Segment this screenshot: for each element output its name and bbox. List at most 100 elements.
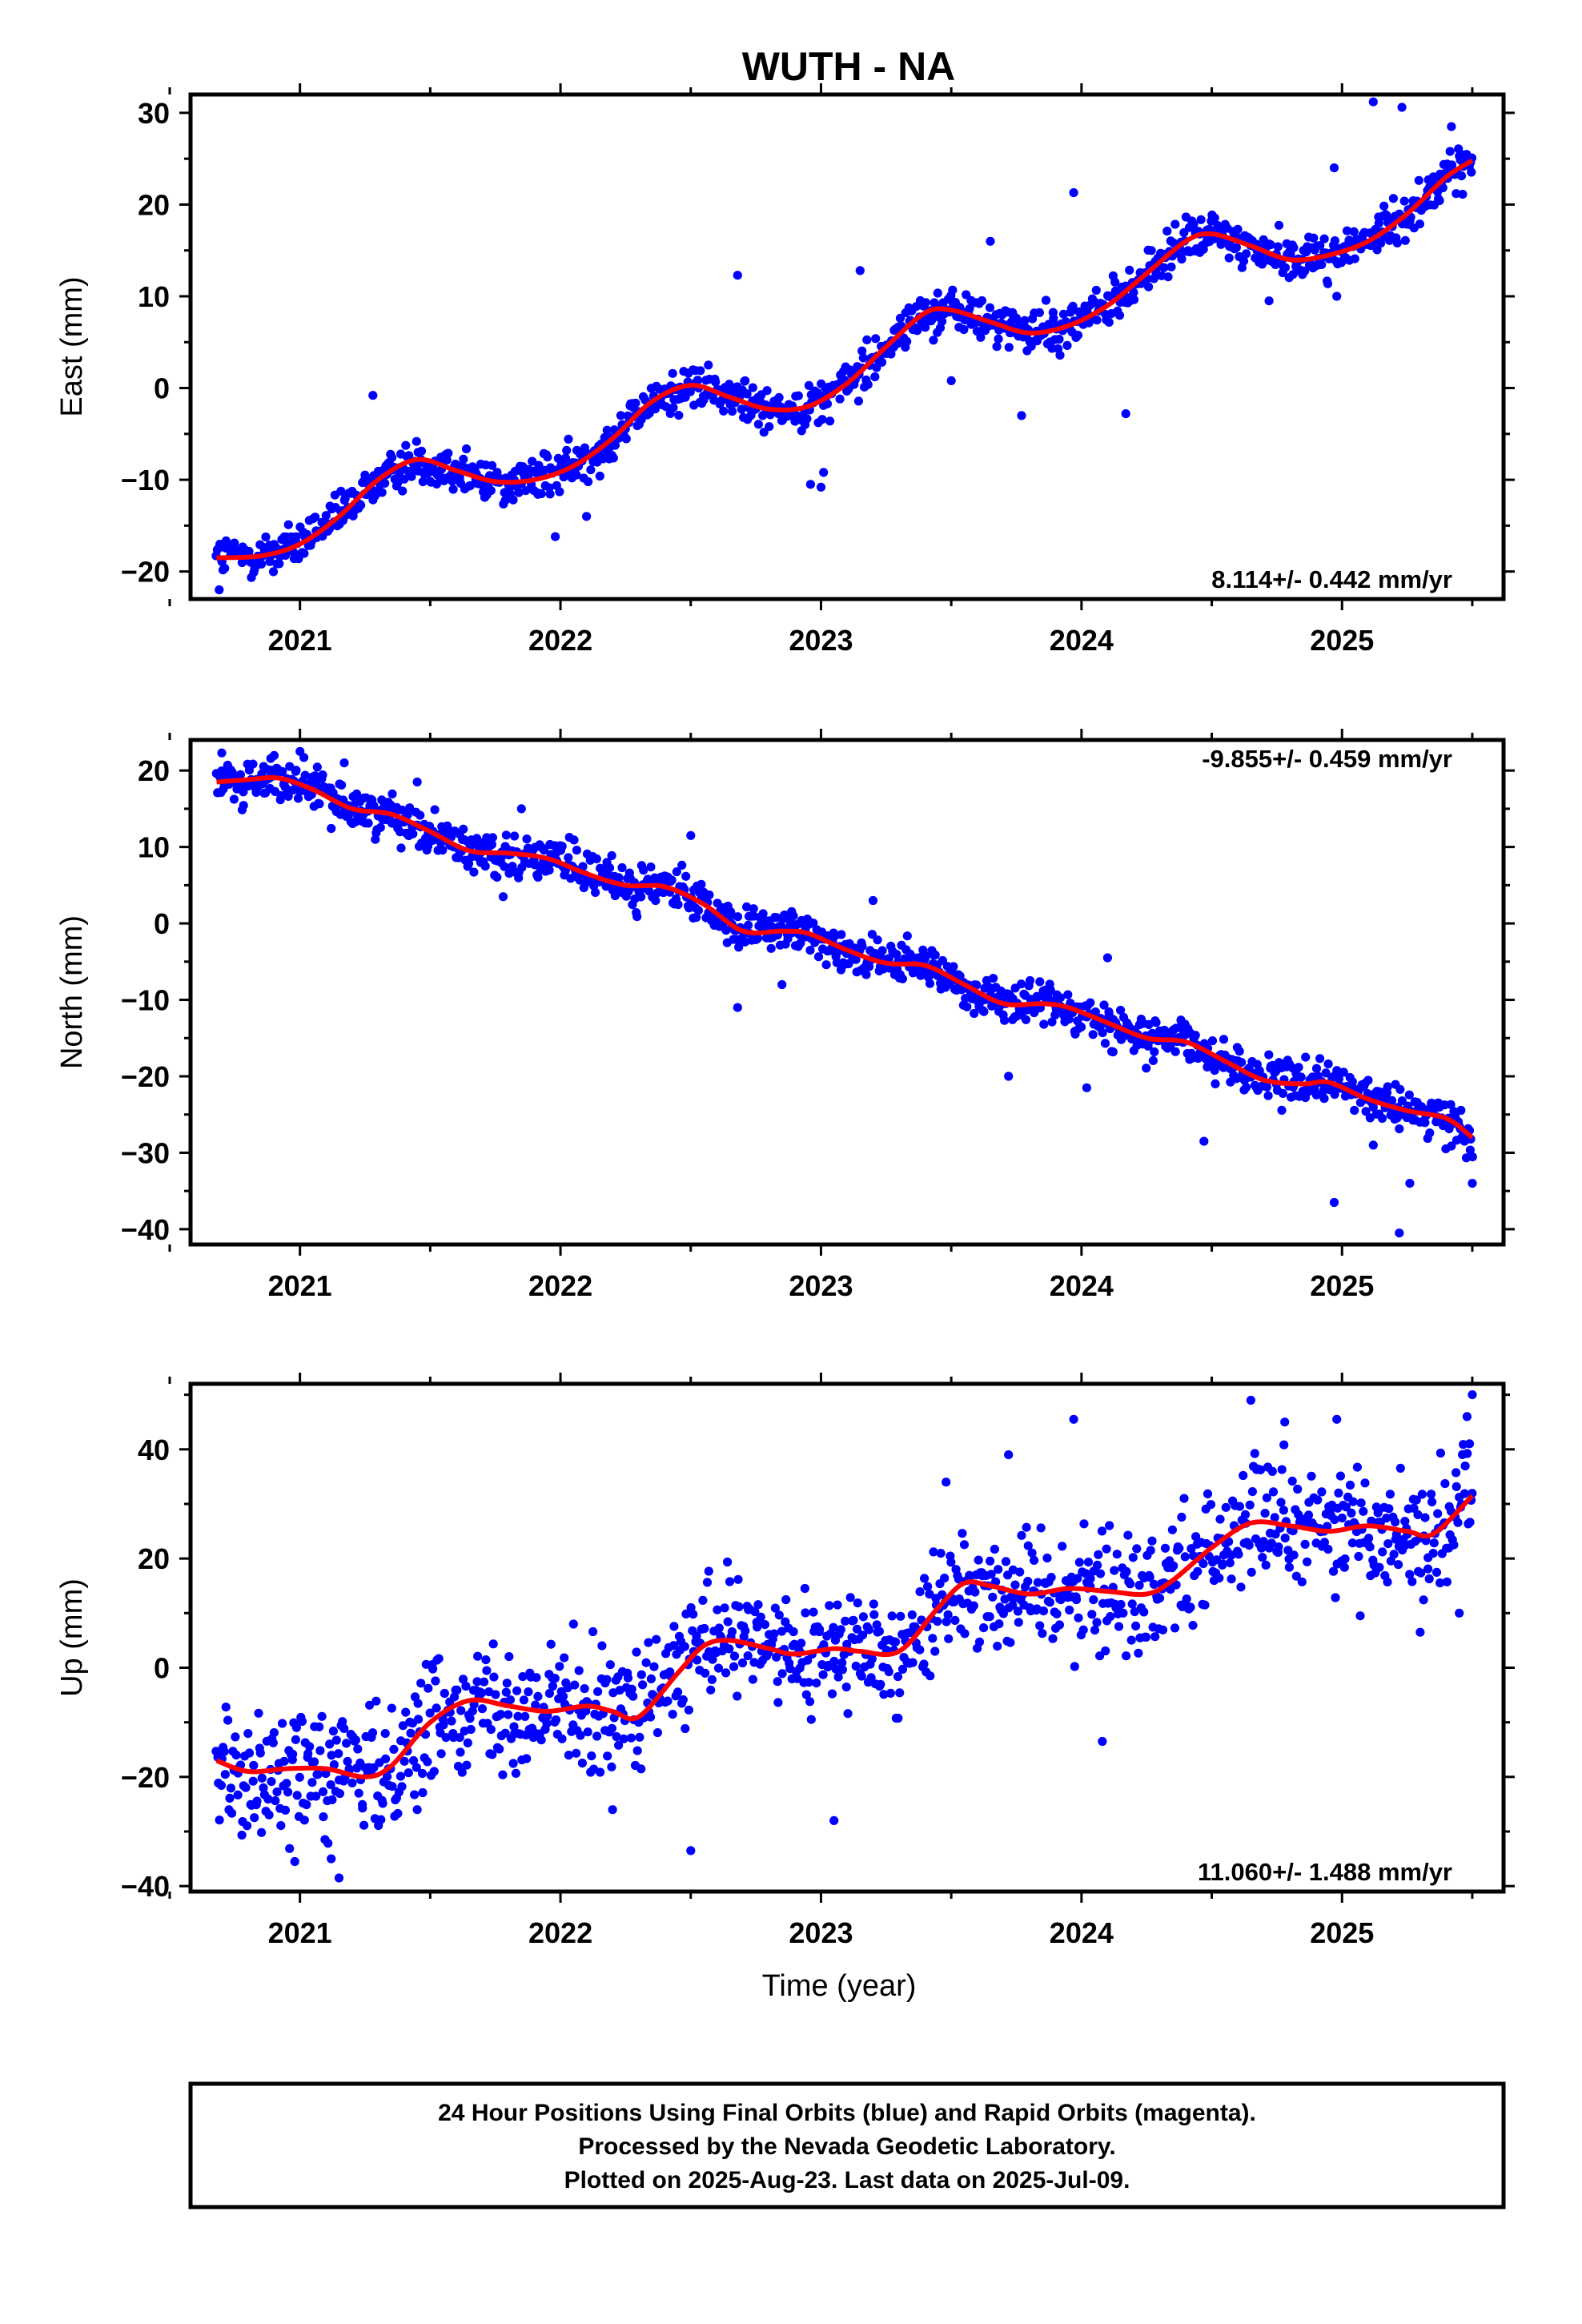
up-data-point: [644, 1638, 653, 1647]
up-data-point: [248, 1776, 258, 1786]
up-data-point: [1429, 1538, 1439, 1548]
up-data-point: [1131, 1621, 1141, 1630]
north-velocity-label: -9.855+/- 0.459 mm/yr: [1202, 745, 1452, 773]
up-data-point: [1413, 1510, 1423, 1519]
up-data-point: [1180, 1552, 1190, 1562]
north-data-point: [592, 854, 601, 863]
east-data-point: [1382, 211, 1391, 220]
east-y-tick-label: 0: [154, 372, 170, 405]
up-data-point: [587, 1751, 596, 1761]
east-x-tick-label: 2024: [1050, 624, 1114, 657]
up-data-point: [988, 1592, 998, 1602]
up-data-point: [501, 1687, 511, 1697]
up-data-point: [1274, 1542, 1283, 1552]
east-data-point: [921, 298, 930, 308]
east-data-point: [412, 436, 421, 446]
east-data-point: [902, 336, 912, 346]
up-data-point: [720, 1603, 729, 1613]
up-data-point: [313, 1769, 323, 1779]
up-outlier-point: [1098, 1736, 1107, 1747]
up-fit-curve: [215, 1494, 1475, 1779]
east-data-point: [398, 486, 408, 496]
north-data-point: [857, 941, 867, 951]
up-data-point: [1086, 1574, 1095, 1583]
north-outlier-point: [686, 830, 696, 840]
up-data-point: [398, 1721, 408, 1731]
up-data-point: [570, 1680, 580, 1690]
up-data-point: [1083, 1558, 1094, 1567]
up-data-point: [544, 1688, 555, 1699]
up-data-point: [1095, 1569, 1106, 1578]
up-data-point: [769, 1629, 779, 1638]
up-data-point: [532, 1673, 541, 1683]
up-data-point: [721, 1668, 731, 1678]
up-data-point: [1463, 1449, 1472, 1458]
up-data-point: [271, 1796, 280, 1806]
up-data-point: [626, 1733, 636, 1743]
east-outlier-point: [1069, 188, 1078, 198]
up-data-point: [930, 1647, 940, 1656]
up-data-point: [509, 1722, 519, 1731]
up-data-point: [581, 1707, 591, 1716]
north-data-point: [1263, 1091, 1273, 1100]
up-data-point: [701, 1668, 710, 1678]
east-data-point: [1273, 242, 1283, 251]
north-data-point: [363, 818, 373, 828]
east-data-point: [1452, 189, 1461, 199]
up-data-point: [555, 1662, 564, 1671]
north-data-point: [318, 770, 327, 780]
up-data-point: [857, 1671, 866, 1681]
up-data-point: [1271, 1530, 1280, 1539]
east-data-point: [817, 415, 827, 424]
north-data-point: [1191, 1031, 1200, 1040]
east-data-point: [608, 453, 618, 463]
north-data-point: [789, 911, 798, 921]
east-data-point: [1129, 295, 1139, 304]
north-data-point: [1150, 1047, 1159, 1056]
north-data-point: [480, 862, 490, 871]
up-data-point: [380, 1729, 390, 1739]
up-data-point: [704, 1566, 713, 1576]
up-data-point: [473, 1651, 483, 1661]
up-data-point: [564, 1751, 574, 1760]
east-data-point: [774, 392, 784, 402]
up-data-point: [524, 1687, 533, 1697]
up-data-point: [628, 1691, 638, 1701]
north-data-point: [873, 935, 882, 945]
north-data-point: [459, 824, 468, 834]
up-data-point: [295, 1772, 304, 1782]
up-data-point: [879, 1690, 889, 1699]
north-data-point: [610, 891, 620, 901]
east-data-point: [1454, 144, 1464, 154]
up-data-point: [1386, 1556, 1395, 1566]
up-data-point: [1331, 1593, 1340, 1602]
up-data-point: [1267, 1466, 1277, 1476]
up-data-point: [681, 1609, 691, 1618]
north-data-point: [1339, 1068, 1348, 1077]
east-data-point: [311, 513, 320, 522]
east-outlier-point: [946, 376, 956, 385]
up-data-point: [1297, 1577, 1307, 1586]
east-data-point: [741, 376, 750, 386]
up-data-point: [1365, 1542, 1375, 1552]
up-data-point: [627, 1684, 636, 1694]
up-data-point: [1303, 1510, 1314, 1520]
up-data-point: [413, 1699, 423, 1708]
up-data-point: [408, 1755, 419, 1766]
up-data-point: [315, 1746, 325, 1755]
east-data-point: [737, 404, 746, 414]
up-data-point: [1225, 1558, 1235, 1568]
up-data-point: [424, 1683, 433, 1693]
up-data-point: [1307, 1471, 1316, 1481]
north-data-point: [1447, 1141, 1456, 1151]
east-data-point: [728, 406, 737, 416]
north-data-point: [1446, 1100, 1456, 1109]
north-data-point: [540, 846, 549, 855]
up-data-point: [423, 1757, 432, 1767]
north-data-point: [500, 862, 509, 871]
east-data-point: [930, 298, 939, 308]
up-data-point: [713, 1663, 724, 1673]
north-data-point: [832, 958, 841, 967]
up-data-point: [434, 1654, 444, 1663]
up-data-point: [303, 1749, 313, 1759]
